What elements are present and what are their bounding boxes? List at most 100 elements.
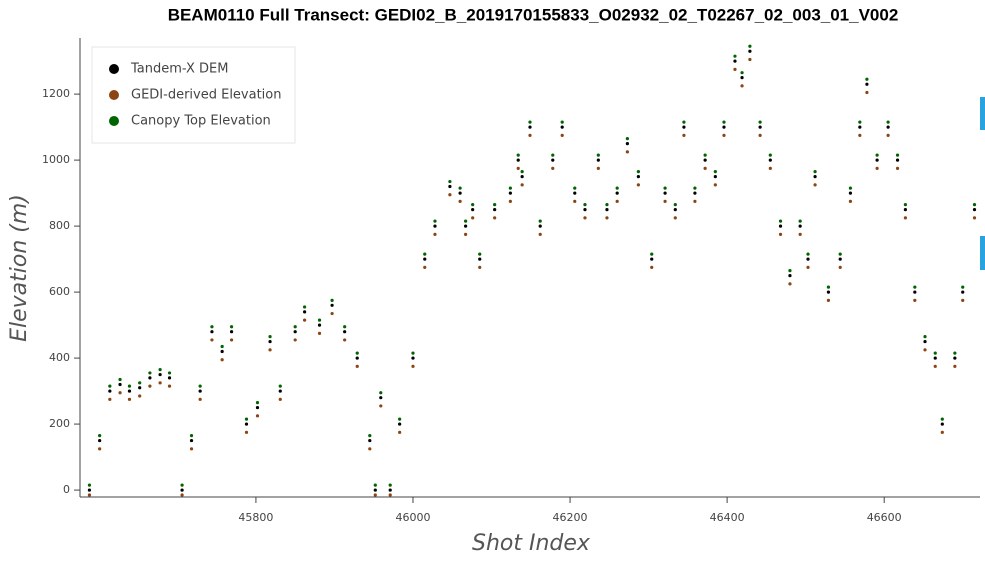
point	[682, 120, 686, 124]
point	[940, 417, 944, 421]
point	[317, 323, 322, 327]
point	[317, 318, 322, 322]
legend-label: GEDI-derived Elevation	[131, 88, 282, 103]
point	[255, 414, 260, 418]
point	[255, 405, 260, 410]
point	[758, 120, 762, 124]
point	[368, 438, 372, 443]
point	[343, 338, 347, 342]
point	[573, 186, 577, 190]
legend-swatch	[109, 64, 119, 74]
point	[768, 166, 772, 170]
point	[448, 193, 452, 197]
point	[538, 232, 542, 236]
point	[813, 175, 817, 179]
point	[848, 186, 853, 190]
point	[895, 153, 900, 157]
point	[605, 203, 609, 207]
point	[423, 252, 427, 256]
x-tick-label: 46200	[553, 511, 588, 524]
point	[158, 372, 162, 377]
point	[508, 186, 512, 190]
point	[343, 330, 347, 334]
point	[127, 397, 132, 401]
point	[373, 488, 377, 492]
point	[528, 125, 532, 129]
point	[464, 224, 468, 228]
point	[933, 364, 937, 368]
legend-label: Canopy Top Elevation	[131, 114, 271, 129]
point	[583, 203, 587, 207]
point	[118, 377, 122, 382]
point	[636, 170, 640, 174]
point	[838, 265, 842, 269]
point	[98, 438, 102, 443]
y-tick-label: 1000	[42, 153, 70, 166]
point	[127, 389, 132, 393]
point	[379, 396, 383, 400]
y-tick-label: 800	[49, 219, 70, 232]
point	[379, 391, 383, 395]
point	[229, 330, 234, 334]
point	[303, 305, 307, 309]
point	[411, 351, 415, 355]
point	[748, 49, 752, 53]
point	[303, 310, 307, 314]
point	[464, 232, 468, 236]
point	[798, 232, 802, 236]
point	[788, 269, 792, 273]
point	[278, 397, 282, 401]
point	[538, 219, 542, 223]
point	[303, 318, 307, 322]
point	[806, 252, 810, 256]
point	[650, 252, 654, 256]
point	[583, 208, 587, 212]
point	[940, 430, 944, 434]
point	[838, 252, 842, 256]
point	[229, 338, 234, 342]
point	[411, 364, 415, 368]
point	[813, 170, 817, 174]
point	[448, 184, 452, 189]
point	[560, 125, 564, 129]
point	[330, 311, 334, 316]
point	[748, 57, 752, 62]
point	[953, 351, 957, 355]
point	[903, 216, 907, 220]
point	[972, 208, 977, 212]
point	[433, 219, 437, 223]
x-tick-label: 45800	[238, 511, 273, 524]
point	[210, 330, 214, 334]
point	[398, 430, 402, 434]
point	[693, 186, 697, 190]
point	[953, 356, 957, 360]
point	[663, 199, 667, 203]
toolbar-marker	[980, 236, 985, 270]
point	[478, 265, 482, 269]
point	[87, 488, 92, 492]
point	[913, 290, 917, 294]
point	[493, 208, 497, 212]
point	[368, 434, 372, 438]
point	[886, 133, 890, 137]
point	[423, 257, 427, 261]
point	[673, 208, 677, 212]
point	[210, 338, 214, 342]
point	[722, 120, 726, 124]
point	[961, 298, 965, 302]
y-tick-label: 600	[49, 285, 70, 298]
point	[551, 153, 555, 157]
x-tick-label: 46000	[395, 511, 430, 524]
point	[220, 344, 224, 349]
point	[464, 219, 468, 223]
point	[838, 257, 842, 261]
point	[198, 384, 202, 388]
point	[798, 224, 802, 228]
point	[858, 133, 862, 137]
point	[293, 338, 297, 342]
point	[118, 391, 122, 395]
point	[722, 125, 726, 129]
x-axis-title: Shot Index	[472, 531, 591, 556]
point	[516, 166, 520, 170]
point	[615, 191, 619, 195]
